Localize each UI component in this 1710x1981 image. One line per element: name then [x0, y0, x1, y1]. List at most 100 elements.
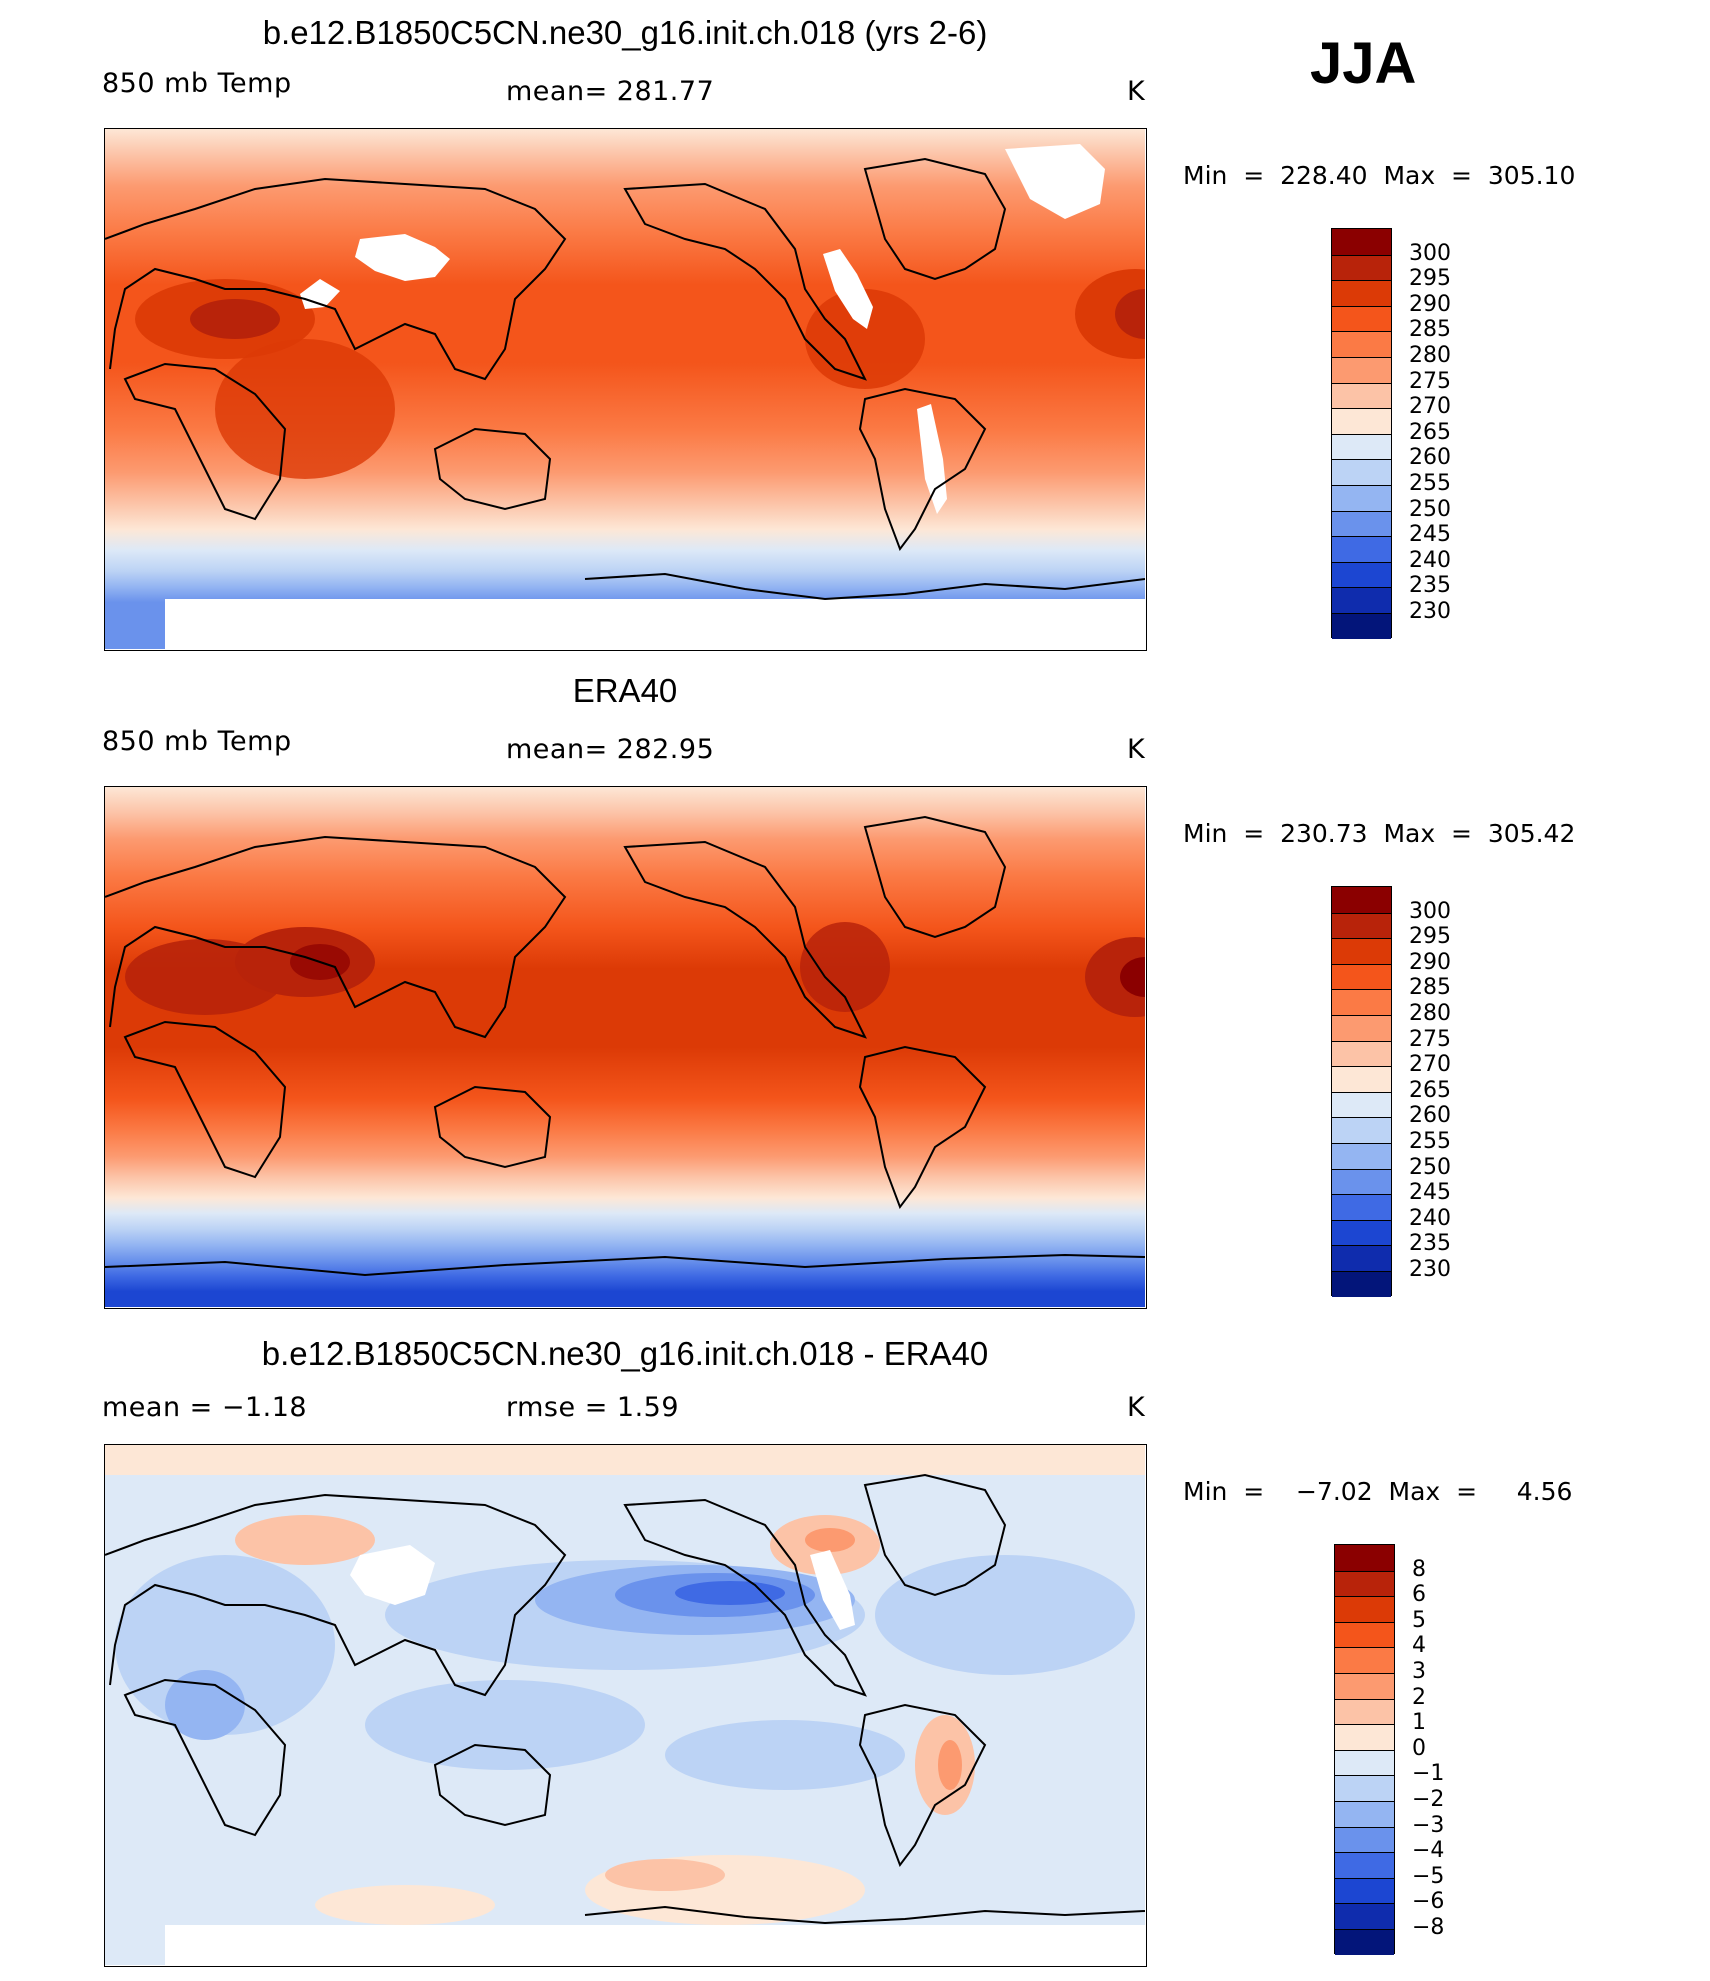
colorbar-tick-label: 255: [1409, 471, 1451, 496]
colorbar-swatch: [1332, 536, 1391, 562]
panel-3-difference-patches: [105, 1445, 1145, 1925]
colorbar-tick-label: 230: [1409, 1257, 1451, 1282]
colorbar-swatch: [1332, 510, 1391, 537]
colorbar-tick-label: 295: [1409, 266, 1451, 292]
colorbar-swatch: [1335, 1647, 1394, 1673]
colorbar-swatch: [1332, 1117, 1391, 1143]
colorbar-tick-label: 245: [1409, 1180, 1451, 1206]
panel-1-minmax: Min = 228.40 Max = 305.10: [1183, 161, 1576, 190]
colorbar-swatch: [1335, 1877, 1394, 1904]
colorbar-tick-label: −2: [1412, 1787, 1445, 1812]
colorbar-swatches: [1331, 886, 1392, 1297]
colorbar-tick-label: −3: [1412, 1812, 1445, 1838]
colorbar-tick-label: 5: [1412, 1607, 1426, 1633]
colorbar-tick-label: 280: [1409, 1001, 1451, 1026]
colorbar-swatch: [1335, 1673, 1394, 1699]
colorbar-swatch: [1335, 1903, 1394, 1929]
colorbar-swatch: [1332, 305, 1391, 332]
panel-1-mean-label: mean= 281.77: [506, 76, 715, 107]
colorbar-tick-label: 285: [1409, 975, 1451, 1001]
colorbar-swatch: [1332, 613, 1391, 639]
colorbar-swatch: [1332, 1143, 1391, 1169]
colorbar-tick-label: 260: [1409, 445, 1451, 471]
colorbar-tick-label: 240: [1409, 1205, 1451, 1231]
colorbar-swatch: [1335, 1826, 1394, 1853]
colorbar-swatch: [1335, 1698, 1394, 1725]
colorbar-tick-label: 275: [1409, 368, 1451, 394]
panel-1-variable-label: 850 mb Temp: [102, 68, 292, 99]
colorbar-tick-label: 3: [1412, 1659, 1426, 1684]
colorbar-swatch: [1335, 1749, 1394, 1776]
panel-1-title: b.e12.B1850C5CN.ne30_g16.init.ch.018 (yr…: [262, 14, 988, 51]
colorbar-tick-label: 300: [1409, 898, 1451, 924]
colorbar-tick-label: 290: [1409, 949, 1451, 975]
colorbar-tick-label: 2: [1412, 1684, 1426, 1710]
colorbar-swatches: [1331, 228, 1392, 639]
colorbar-tick-label: 250: [1409, 496, 1451, 522]
panel-1-units-label: K: [1127, 76, 1146, 107]
season-label: JJA: [1310, 31, 1417, 96]
colorbar-swatch: [1332, 254, 1391, 281]
panel-2-minmax: Min = 230.73 Max = 305.42: [1183, 819, 1576, 848]
colorbar-tick-label: 230: [1409, 599, 1451, 624]
colorbar-swatch: [1332, 1194, 1391, 1220]
panel-2-map: [104, 786, 1147, 1309]
colorbar-swatch: [1335, 1596, 1394, 1622]
colorbar-tick-label: 1: [1412, 1710, 1426, 1736]
colorbar-swatch: [1332, 587, 1391, 613]
colorbar-swatch: [1332, 357, 1391, 383]
colorbar-tick-label: 4: [1412, 1633, 1426, 1659]
colorbar-tick-label: 235: [1409, 573, 1451, 599]
colorbar-tick-label: 270: [1409, 394, 1451, 420]
colorbar-tick-label: 270: [1409, 1052, 1451, 1078]
colorbar-tick-label: 6: [1412, 1582, 1426, 1608]
colorbar-swatch: [1332, 1015, 1391, 1041]
panel-3-coastlines: [105, 1473, 1145, 1925]
colorbar-swatch: [1335, 1852, 1394, 1878]
colorbar-tick-label: 8: [1412, 1556, 1426, 1582]
colorbar-tick-label: 300: [1409, 240, 1451, 266]
colorbar-swatch: [1332, 1271, 1391, 1297]
colorbar-swatch: [1332, 1091, 1391, 1118]
colorbar-swatch: [1335, 1929, 1394, 1955]
panel-2-variable-label: 850 mb Temp: [102, 726, 292, 757]
colorbar-tick-label: 240: [1409, 547, 1451, 573]
colorbar-swatch: [1332, 331, 1391, 357]
colorbar-swatch: [1332, 1219, 1391, 1246]
panel-1-warm-patches: [135, 269, 1145, 479]
colorbar-tick-label: −5: [1412, 1863, 1445, 1889]
panel-3-minmax: Min = −7.02 Max = 4.56: [1183, 1477, 1573, 1506]
panel-2-coastlines: [105, 815, 1145, 1277]
colorbar-tick-label: 290: [1409, 291, 1451, 317]
colorbar-tick-label: 245: [1409, 522, 1451, 548]
colorbar-swatch: [1332, 433, 1391, 460]
colorbar-swatch: [1332, 1168, 1391, 1195]
colorbar-swatch: [1332, 408, 1391, 434]
colorbar-tick-label: 285: [1409, 317, 1451, 343]
colorbar-tick-label: −4: [1412, 1838, 1445, 1864]
panel-3-title: b.e12.B1850C5CN.ne30_g16.init.ch.018 - E…: [261, 1335, 989, 1372]
panel-2-title: ERA40: [572, 672, 678, 709]
colorbar-swatch: [1332, 963, 1391, 990]
colorbar-swatch: [1332, 382, 1391, 409]
colorbar-tick-label: −6: [1412, 1889, 1445, 1915]
colorbar-swatch: [1332, 1245, 1391, 1271]
colorbar-tick-label: 275: [1409, 1026, 1451, 1052]
colorbar-swatch: [1332, 912, 1391, 939]
colorbar-swatch: [1332, 1040, 1391, 1067]
colorbar-tick-label: −1: [1412, 1761, 1445, 1787]
colorbar-swatch: [1332, 561, 1391, 588]
colorbar-tick-label: 255: [1409, 1129, 1451, 1154]
colorbar-tick-label: 250: [1409, 1154, 1451, 1180]
panel-3-rmse-label: rmse = 1.59: [506, 1392, 680, 1423]
colorbar-swatch: [1332, 989, 1391, 1015]
colorbar-swatches: [1334, 1544, 1395, 1955]
colorbar-swatch: [1335, 1724, 1394, 1750]
panel-2-warm-patches: [125, 922, 1145, 1017]
panel-2-mean-label: mean= 282.95: [506, 734, 715, 765]
panel-1-coastlines: [105, 157, 1145, 601]
colorbar-swatch: [1335, 1545, 1394, 1571]
panel-3-units-label: K: [1127, 1392, 1146, 1423]
panel-3-topography-mask: [165, 1545, 1145, 1965]
colorbar-tick-label: 265: [1409, 1077, 1451, 1103]
